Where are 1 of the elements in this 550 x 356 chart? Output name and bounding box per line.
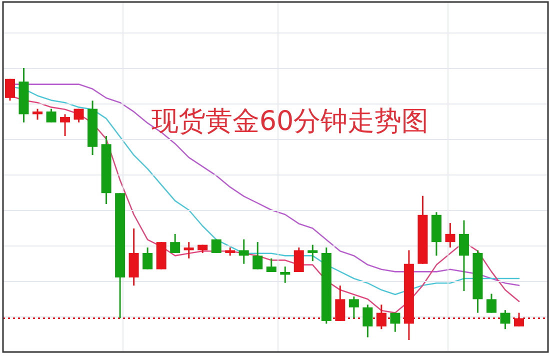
text: 现货黄金60分钟走势图 bbox=[151, 106, 429, 137]
